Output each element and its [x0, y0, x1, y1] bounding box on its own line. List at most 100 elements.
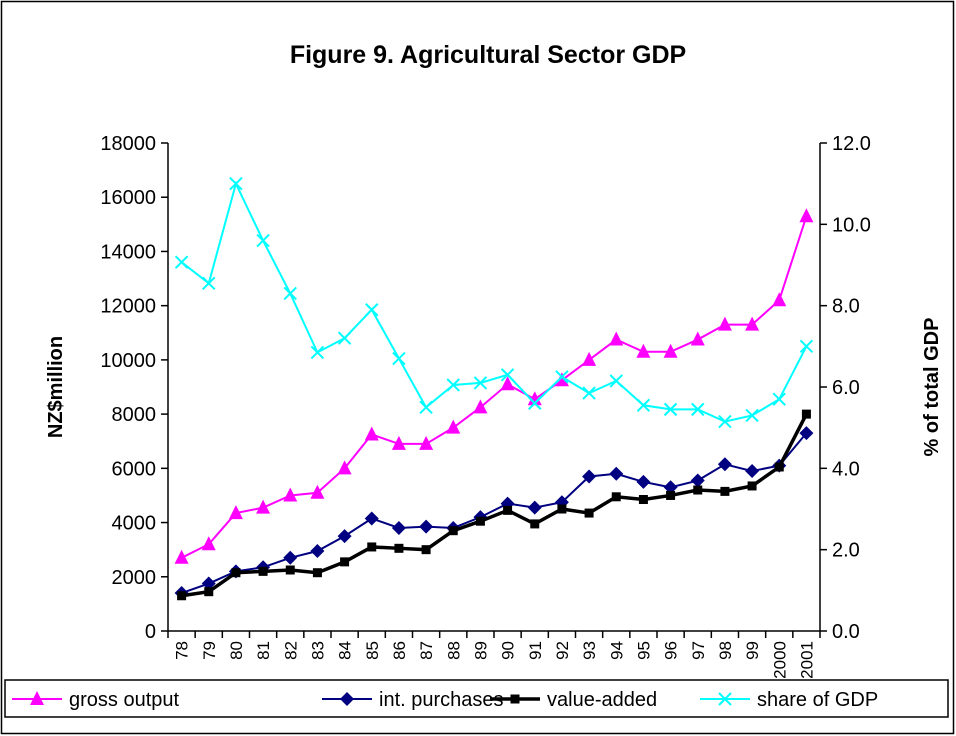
data-point	[690, 473, 705, 488]
data-point	[337, 460, 352, 475]
data-point	[419, 519, 434, 534]
x-tick-label: 91	[526, 641, 545, 660]
legend-label: gross output	[69, 689, 180, 711]
x-tick-label: 88	[444, 641, 463, 660]
series-line	[181, 413, 808, 598]
y2-axis-label: % of total GDP	[921, 318, 943, 457]
data-point	[801, 409, 811, 419]
data-point	[310, 484, 325, 499]
x-tick-label: 81	[254, 641, 273, 660]
data-point	[609, 331, 624, 346]
data-point	[391, 435, 406, 450]
y2-tick-label: 10.0	[832, 214, 871, 236]
y2-tick-label: 0.0	[832, 621, 860, 643]
y-tick-label: 8000	[112, 404, 157, 426]
data-point	[365, 303, 379, 317]
legend-box	[4, 679, 949, 718]
data-point	[663, 480, 678, 495]
legend-marker	[510, 694, 520, 704]
series-line	[180, 180, 808, 423]
data-point	[799, 339, 814, 354]
y2-tick-label: 6.0	[832, 377, 860, 399]
data-point	[473, 376, 488, 390]
data-point	[663, 402, 678, 417]
data-point	[256, 233, 270, 248]
x-tick-label: 99	[743, 641, 762, 660]
x-tick-label: 92	[553, 641, 572, 660]
data-point	[283, 487, 298, 502]
data-point	[283, 286, 297, 301]
x-tick-label: 82	[281, 641, 300, 660]
x-tick-label: 97	[689, 641, 708, 660]
data-point	[772, 292, 787, 307]
data-point	[530, 519, 540, 529]
data-point	[799, 426, 814, 441]
x-tick-label: 84	[336, 641, 355, 660]
x-tick-label: 2001	[797, 641, 816, 679]
data-point	[364, 511, 379, 526]
data-point	[310, 345, 325, 360]
x-tick-label: 78	[173, 641, 192, 660]
legend-marker	[718, 692, 732, 706]
data-point	[690, 331, 705, 346]
data-point	[201, 536, 216, 551]
data-point	[473, 399, 488, 414]
data-point	[503, 505, 513, 515]
data-point	[337, 529, 352, 544]
data-point	[772, 392, 786, 406]
data-point	[554, 372, 569, 387]
y-tick-label: 6000	[112, 458, 157, 480]
x-tick-label: 94	[607, 641, 626, 660]
data-point	[174, 255, 189, 269]
data-point	[718, 414, 732, 429]
data-point	[448, 526, 458, 536]
data-point	[256, 499, 271, 514]
data-point	[747, 481, 757, 491]
data-point	[611, 492, 621, 502]
data-point	[720, 486, 730, 496]
data-point	[638, 495, 648, 505]
x-tick-label: 98	[716, 641, 735, 660]
legend-marker	[30, 691, 44, 705]
data-point	[663, 343, 678, 358]
data-point	[204, 587, 214, 597]
data-point	[285, 565, 295, 575]
data-point	[693, 485, 703, 495]
x-tick-label: 2000	[770, 641, 789, 679]
y-tick-label: 14000	[100, 241, 156, 263]
data-point	[582, 351, 597, 366]
data-point	[717, 457, 732, 472]
data-point	[337, 331, 352, 345]
y-tick-label: 2000	[112, 567, 157, 589]
data-point	[582, 469, 597, 484]
data-point	[584, 508, 594, 518]
x-tick-label: 93	[580, 641, 599, 660]
data-point	[500, 368, 515, 382]
y-axis-label: NZ$million	[45, 336, 67, 438]
x-tick-label: 85	[363, 641, 382, 660]
data-point	[745, 316, 760, 331]
data-point	[745, 408, 759, 423]
data-point	[229, 176, 243, 191]
data-point	[636, 474, 651, 489]
legend-label: value-added	[547, 689, 657, 711]
data-point	[258, 566, 268, 576]
y-tick-label: 16000	[100, 187, 156, 209]
data-point	[340, 557, 350, 567]
data-point	[312, 568, 322, 578]
x-tick-label: 90	[499, 641, 518, 660]
data-point	[475, 516, 485, 526]
data-point	[636, 343, 651, 358]
y2-tick-label: 4.0	[832, 458, 860, 480]
data-point	[609, 374, 623, 388]
legend-label: int. purchases	[379, 689, 504, 711]
data-point	[310, 544, 325, 559]
data-point	[555, 370, 569, 384]
data-point	[367, 542, 377, 552]
x-tick-label: 89	[471, 641, 490, 660]
data-point	[201, 576, 216, 591]
legend-item: int. purchases	[322, 689, 504, 711]
y-tick-label: 4000	[112, 513, 157, 535]
x-tick-label: 80	[227, 641, 246, 660]
